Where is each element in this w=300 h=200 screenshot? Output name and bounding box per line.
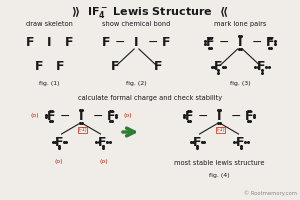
Text: −: − xyxy=(92,110,103,122)
Text: F: F xyxy=(47,110,55,122)
Text: −: − xyxy=(59,110,70,122)
Text: calculate formal charge and check stability: calculate formal charge and check stabil… xyxy=(78,95,222,101)
Text: F: F xyxy=(245,110,253,122)
Text: −: − xyxy=(197,110,208,122)
Text: −: − xyxy=(230,110,241,122)
Text: F: F xyxy=(257,60,266,72)
Text: F: F xyxy=(111,60,119,72)
Text: F: F xyxy=(102,36,111,48)
Text: fig. (3): fig. (3) xyxy=(230,80,250,86)
Text: F: F xyxy=(214,60,223,72)
Text: F: F xyxy=(107,110,115,122)
Text: draw skeleton: draw skeleton xyxy=(26,21,73,27)
Text: F: F xyxy=(26,36,34,48)
Text: I: I xyxy=(47,36,52,48)
Text: F: F xyxy=(98,136,107,148)
Text: F: F xyxy=(56,60,64,72)
Text: F: F xyxy=(55,136,64,148)
Text: (o): (o) xyxy=(99,160,108,164)
Text: F: F xyxy=(162,36,171,48)
Text: −: − xyxy=(115,36,125,48)
Text: I: I xyxy=(79,110,83,122)
Text: (o): (o) xyxy=(123,114,132,118)
Text: I: I xyxy=(238,36,242,48)
Text: F: F xyxy=(185,110,193,122)
Text: −: − xyxy=(251,36,262,48)
Text: $\mathbf{\rangle\!\rangle}$  $\mathbf{IF_4^-}$ Lewis Structure  $\mathbf{\langle: $\mathbf{\rangle\!\rangle}$ $\mathbf{IF_… xyxy=(71,5,229,20)
Text: F: F xyxy=(65,36,73,48)
Text: −: − xyxy=(148,36,158,48)
Text: (o): (o) xyxy=(30,114,39,118)
Text: most stable lewis structure: most stable lewis structure xyxy=(174,160,264,166)
Text: I: I xyxy=(134,36,139,48)
Text: (-1): (-1) xyxy=(216,128,225,132)
Text: © Rootmemory.com: © Rootmemory.com xyxy=(244,190,297,196)
Text: I: I xyxy=(217,110,221,122)
Text: (-1): (-1) xyxy=(78,128,87,132)
Text: F: F xyxy=(154,60,162,72)
Text: fig. (1): fig. (1) xyxy=(39,80,60,86)
Text: F: F xyxy=(35,60,43,72)
Text: F: F xyxy=(193,136,202,148)
Text: show chemical bond: show chemical bond xyxy=(102,21,171,27)
Text: −: − xyxy=(218,36,229,48)
Text: F: F xyxy=(266,36,274,48)
Text: (o): (o) xyxy=(54,160,63,164)
Text: fig. (4): fig. (4) xyxy=(209,172,229,178)
Text: fig. (2): fig. (2) xyxy=(126,80,147,86)
Text: mark lone pairs: mark lone pairs xyxy=(214,21,266,27)
Text: F: F xyxy=(236,136,245,148)
Text: F: F xyxy=(206,36,214,48)
